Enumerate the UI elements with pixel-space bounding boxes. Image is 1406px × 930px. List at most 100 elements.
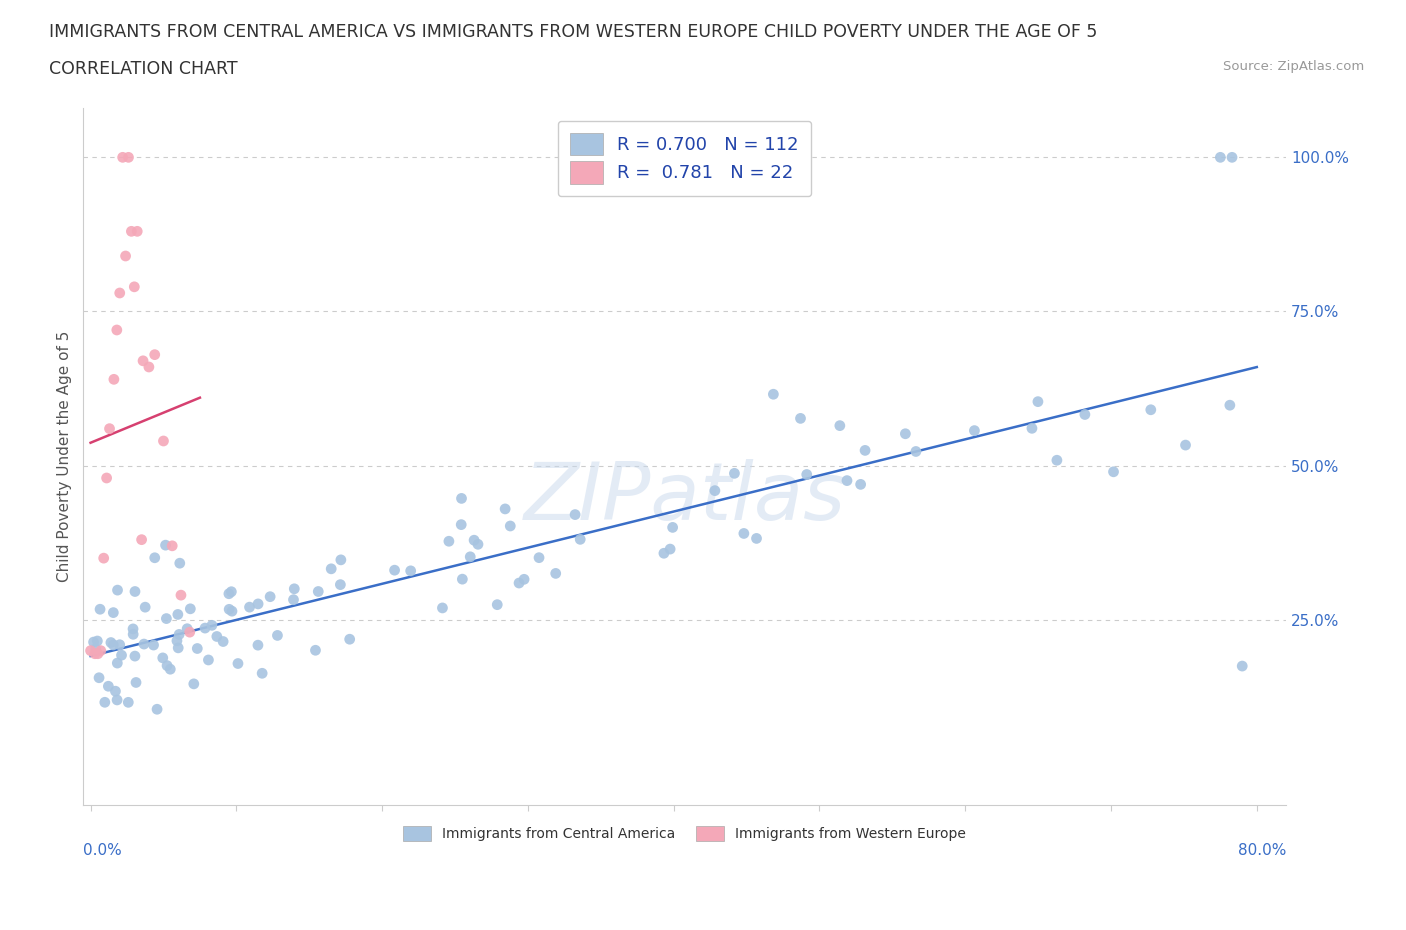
Point bbox=[733, 526, 755, 541]
Point bbox=[186, 641, 208, 656]
Point bbox=[1232, 658, 1254, 673]
Point bbox=[463, 533, 485, 548]
Text: CORRELATION CHART: CORRELATION CHART bbox=[49, 60, 238, 78]
Point bbox=[304, 643, 326, 658]
Point bbox=[114, 248, 136, 263]
Point bbox=[212, 634, 235, 649]
Point bbox=[79, 644, 101, 658]
Point bbox=[467, 537, 489, 551]
Point bbox=[86, 633, 108, 648]
Point bbox=[450, 517, 472, 532]
Point bbox=[745, 531, 768, 546]
Point bbox=[108, 637, 131, 652]
Point bbox=[132, 353, 155, 368]
Point bbox=[283, 592, 305, 607]
Point bbox=[1046, 453, 1069, 468]
Point bbox=[142, 638, 165, 653]
Point bbox=[131, 532, 153, 547]
Point bbox=[87, 671, 110, 685]
Point bbox=[103, 637, 125, 652]
Point bbox=[143, 551, 166, 565]
Point bbox=[437, 534, 460, 549]
Point bbox=[569, 532, 592, 547]
Point bbox=[97, 679, 120, 694]
Point bbox=[87, 646, 110, 661]
Point bbox=[143, 347, 166, 362]
Point bbox=[307, 584, 329, 599]
Point bbox=[84, 642, 107, 657]
Point bbox=[894, 426, 917, 441]
Point bbox=[486, 597, 509, 612]
Point bbox=[146, 702, 169, 717]
Point bbox=[93, 551, 115, 565]
Point bbox=[132, 637, 155, 652]
Text: Source: ZipAtlas.com: Source: ZipAtlas.com bbox=[1223, 60, 1364, 73]
Point bbox=[94, 695, 117, 710]
Point bbox=[329, 578, 352, 592]
Point bbox=[963, 423, 986, 438]
Text: IMMIGRANTS FROM CENTRAL AMERICA VS IMMIGRANTS FROM WESTERN EUROPE CHILD POVERTY : IMMIGRANTS FROM CENTRAL AMERICA VS IMMIG… bbox=[49, 23, 1098, 41]
Point bbox=[167, 627, 190, 642]
Point bbox=[155, 538, 177, 552]
Point bbox=[329, 552, 352, 567]
Point bbox=[762, 387, 785, 402]
Legend: Immigrants from Central America, Immigrants from Western Europe: Immigrants from Central America, Immigra… bbox=[398, 821, 972, 846]
Point bbox=[246, 638, 269, 653]
Point bbox=[176, 621, 198, 636]
Point bbox=[127, 224, 149, 239]
Point bbox=[723, 466, 745, 481]
Point bbox=[904, 444, 927, 458]
Point bbox=[238, 600, 260, 615]
Point bbox=[155, 611, 177, 626]
Point bbox=[564, 507, 586, 522]
Point bbox=[134, 600, 156, 615]
Point bbox=[1139, 403, 1161, 418]
Point bbox=[124, 584, 146, 599]
Y-axis label: Child Poverty Under the Age of 5: Child Poverty Under the Age of 5 bbox=[58, 331, 72, 582]
Point bbox=[125, 675, 148, 690]
Point bbox=[169, 556, 191, 571]
Point bbox=[205, 629, 228, 644]
Point bbox=[796, 467, 818, 482]
Point bbox=[152, 650, 174, 665]
Point bbox=[96, 471, 118, 485]
Point bbox=[104, 684, 127, 698]
Text: ZIPatlas: ZIPatlas bbox=[523, 459, 845, 538]
Point bbox=[89, 602, 111, 617]
Point bbox=[218, 602, 240, 617]
Point bbox=[103, 372, 125, 387]
Point bbox=[1021, 421, 1043, 436]
Point bbox=[98, 421, 121, 436]
Point bbox=[167, 641, 190, 656]
Point bbox=[100, 635, 122, 650]
Point bbox=[1102, 464, 1125, 479]
Point bbox=[250, 666, 273, 681]
Point bbox=[432, 601, 454, 616]
Point bbox=[849, 477, 872, 492]
Point bbox=[156, 658, 179, 673]
Point bbox=[105, 693, 128, 708]
Point bbox=[661, 520, 683, 535]
Point bbox=[1220, 150, 1243, 165]
Point bbox=[84, 646, 107, 661]
Point bbox=[1209, 150, 1232, 165]
Point bbox=[283, 581, 305, 596]
Point bbox=[1219, 398, 1241, 413]
Point bbox=[221, 604, 243, 618]
Point bbox=[652, 546, 675, 561]
Point bbox=[659, 541, 682, 556]
Point bbox=[339, 631, 361, 646]
Point bbox=[384, 563, 406, 578]
Point bbox=[247, 596, 270, 611]
Point bbox=[853, 443, 876, 458]
Point bbox=[197, 653, 219, 668]
Point bbox=[321, 562, 343, 577]
Point bbox=[152, 433, 174, 448]
Point bbox=[450, 491, 472, 506]
Point bbox=[527, 551, 550, 565]
Point bbox=[117, 695, 139, 710]
Point bbox=[544, 566, 567, 581]
Point bbox=[1026, 394, 1049, 409]
Point bbox=[201, 618, 224, 632]
Point bbox=[108, 286, 131, 300]
